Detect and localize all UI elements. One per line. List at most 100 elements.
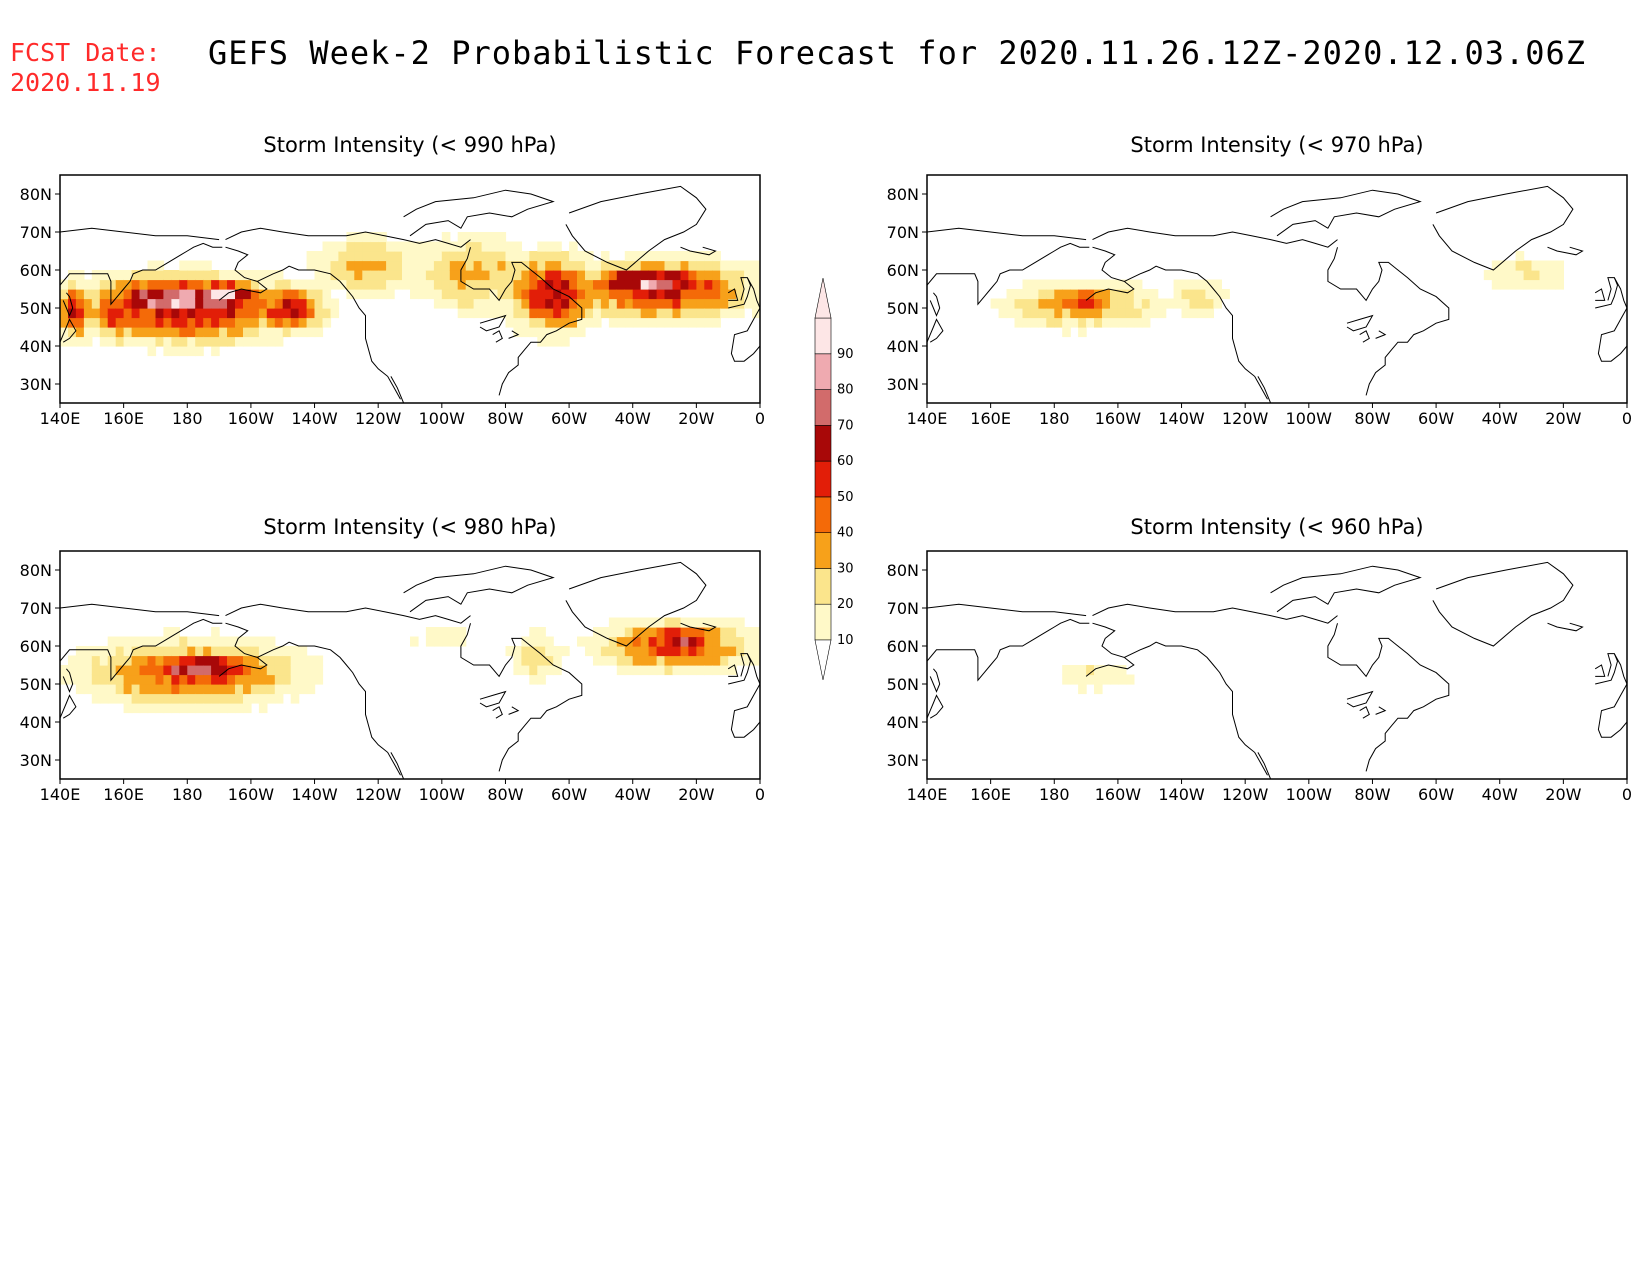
probability-cell (147, 684, 157, 695)
y-tick-label: 70N (887, 223, 919, 242)
probability-cell (83, 308, 93, 319)
probability-cell (449, 270, 459, 281)
probability-cell (290, 298, 300, 309)
probability-cell (465, 241, 475, 252)
probability-cell (545, 336, 554, 347)
x-tick-label: 140W (291, 785, 338, 804)
probability-cell (171, 655, 180, 666)
probability-cell (314, 665, 324, 676)
probability-cell (728, 308, 737, 319)
probability-cell (235, 693, 244, 704)
probability-cell (282, 279, 292, 290)
probability-cell (561, 646, 570, 657)
probability-cell (736, 298, 745, 309)
probability-cell (672, 617, 682, 628)
probability-cell (1030, 279, 1039, 290)
probability-cell (529, 251, 538, 262)
probability-cell (593, 279, 602, 290)
probability-cell (1125, 279, 1135, 290)
probability-cell (505, 317, 515, 328)
probability-cell (616, 655, 626, 666)
probability-cell (163, 703, 172, 714)
probability-cell (306, 308, 316, 319)
probability-cell (656, 627, 666, 638)
map-frame (59, 174, 761, 404)
probability-cell (481, 289, 491, 300)
coastline (927, 618, 1090, 682)
probability-cell (537, 636, 546, 647)
probability-cell (306, 684, 316, 695)
probability-cell (553, 279, 562, 290)
probability-cell (688, 627, 697, 638)
coastline (1359, 706, 1370, 719)
probability-cell (211, 674, 220, 685)
colorbar-label: 30 (837, 561, 854, 576)
coastline (225, 227, 471, 248)
probability-cell (131, 289, 141, 300)
probability-cell (1507, 270, 1517, 281)
probability-cell (529, 327, 538, 338)
probability-cell (736, 655, 745, 666)
probability-cell (147, 327, 157, 338)
probability-cell (266, 289, 276, 300)
probability-cell (68, 327, 77, 338)
probability-cell (744, 298, 753, 309)
coastline (1359, 330, 1370, 343)
panel-title: Storm Intensity (< 970 hPa) (1130, 133, 1423, 157)
probability-cell (123, 327, 133, 338)
probability-cell (163, 279, 172, 290)
probability-cell (624, 298, 634, 309)
probability-cell (75, 279, 85, 290)
probability-cell (728, 298, 737, 309)
probability-cell (155, 646, 165, 657)
probability-cell (537, 251, 546, 262)
probability-cell (139, 693, 149, 704)
probability-cell (1141, 289, 1151, 300)
probability-cell (696, 270, 705, 281)
probability-cell (1054, 289, 1063, 300)
probability-cell (704, 636, 713, 647)
probability-cell (243, 646, 252, 657)
probability-cell (457, 251, 467, 262)
coastline (479, 690, 507, 708)
probability-cell (235, 327, 244, 338)
probability-cell (441, 270, 451, 281)
probability-cell (68, 270, 77, 281)
probability-cell (1078, 674, 1087, 685)
probability-cell (1110, 298, 1119, 309)
probability-cell (632, 298, 642, 309)
probability-cell (75, 289, 85, 300)
probability-cell (481, 232, 491, 243)
probability-cell (274, 655, 284, 666)
probability-cell (115, 655, 125, 666)
coastline (1327, 623, 1450, 772)
probability-cell (203, 636, 212, 647)
probability-cell (250, 655, 260, 666)
probability-cell (640, 627, 650, 638)
probability-cell (696, 279, 705, 290)
probability-cell (1491, 279, 1501, 290)
probability-cell (720, 308, 729, 319)
probability-cell (529, 627, 538, 638)
probability-cell (243, 703, 252, 714)
probability-cell (83, 336, 93, 347)
probability-cell (656, 279, 666, 290)
probability-cell (680, 636, 690, 647)
probability-cell (497, 232, 507, 243)
probability-cell (585, 279, 594, 290)
probability-cell (203, 289, 212, 300)
probability-cell (680, 289, 690, 300)
probability-cell (394, 260, 403, 271)
probability-cell (155, 684, 165, 695)
probability-cell (521, 270, 530, 281)
probability-cell (179, 308, 188, 319)
x-tick-label: 120W (1222, 785, 1269, 804)
probability-cell (489, 279, 499, 290)
probability-cell (593, 655, 602, 666)
probability-cell (752, 308, 760, 319)
probability-cell (608, 308, 618, 319)
x-tick-label: 100W (419, 409, 466, 428)
probability-cell (68, 655, 77, 666)
probability-cell (68, 298, 77, 309)
probability-cell (704, 289, 713, 300)
